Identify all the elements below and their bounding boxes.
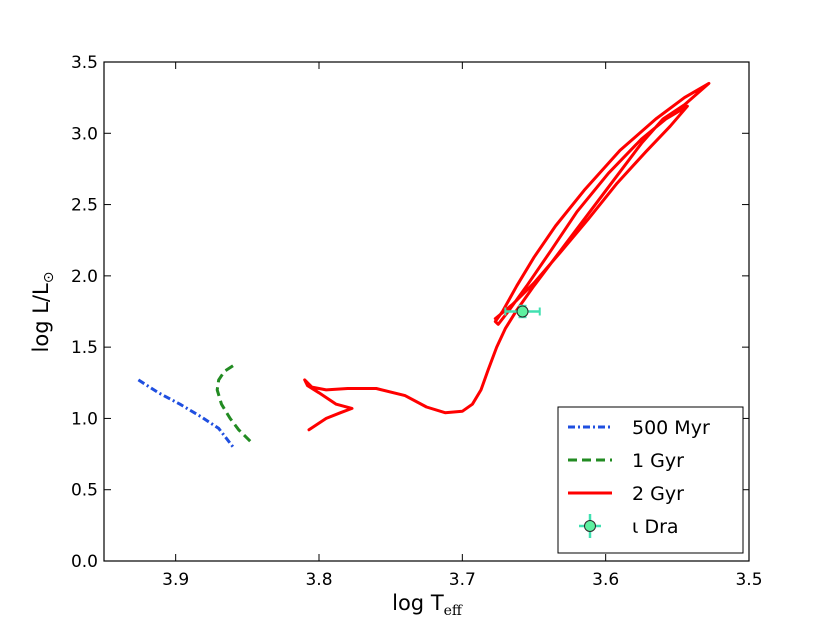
y-tick-label: 2.5 [71, 196, 98, 216]
y-tick-label: 1.0 [71, 409, 98, 429]
y-axis-label: log L/L⊙ [29, 272, 57, 353]
legend-label: 2 Gyr [632, 483, 684, 505]
x-tick-label: 3.8 [305, 570, 332, 590]
y-tick-label: 3.5 [71, 53, 98, 73]
x-tick-label: 3.6 [592, 570, 619, 590]
iota-dra-marker [516, 305, 529, 318]
legend-label: 1 Gyr [632, 450, 684, 472]
legend-marker [584, 520, 596, 532]
x-axis-label-main: log T [392, 591, 444, 615]
axis-ticks [104, 61, 750, 562]
x-tick-label: 3.9 [162, 570, 189, 590]
legend-label: 500 Myr [632, 417, 710, 439]
y-axis-label-main: log L/L [29, 283, 53, 352]
y-tick-label: 2.0 [71, 267, 98, 287]
series-line-500-myr [137, 378, 235, 448]
y-axis-label-sub: ⊙ [41, 272, 57, 284]
y-tick-label: 0.5 [71, 481, 98, 501]
series-line-1-gyr [215, 364, 252, 443]
series-line-2-gyr [303, 81, 711, 432]
x-tick-labels: 3.9 3.8 3.7 3.6 3.5 [162, 570, 762, 590]
y-tick-labels: 0.0 0.5 1.0 1.5 2.0 2.5 3.0 3.5 [71, 53, 98, 572]
y-tick-label: 3.0 [71, 124, 98, 144]
x-tick-label: 3.7 [449, 570, 476, 590]
errorbar-layer [504, 304, 541, 319]
legend-label: ι Dra [632, 516, 679, 538]
x-tick-label: 3.5 [735, 570, 762, 590]
y-tick-label: 0.0 [71, 552, 98, 572]
x-axis-label-sub: eff [444, 603, 463, 619]
legend: 500 Myr 1 Gyr 2 Gyr ι Dra [557, 406, 744, 554]
x-axis-label: log Teff [392, 591, 463, 619]
series-layer [137, 81, 711, 448]
legend-items: 500 Myr 1 Gyr 2 Gyr ι Dra [568, 417, 710, 538]
y-tick-label: 1.5 [71, 338, 98, 358]
